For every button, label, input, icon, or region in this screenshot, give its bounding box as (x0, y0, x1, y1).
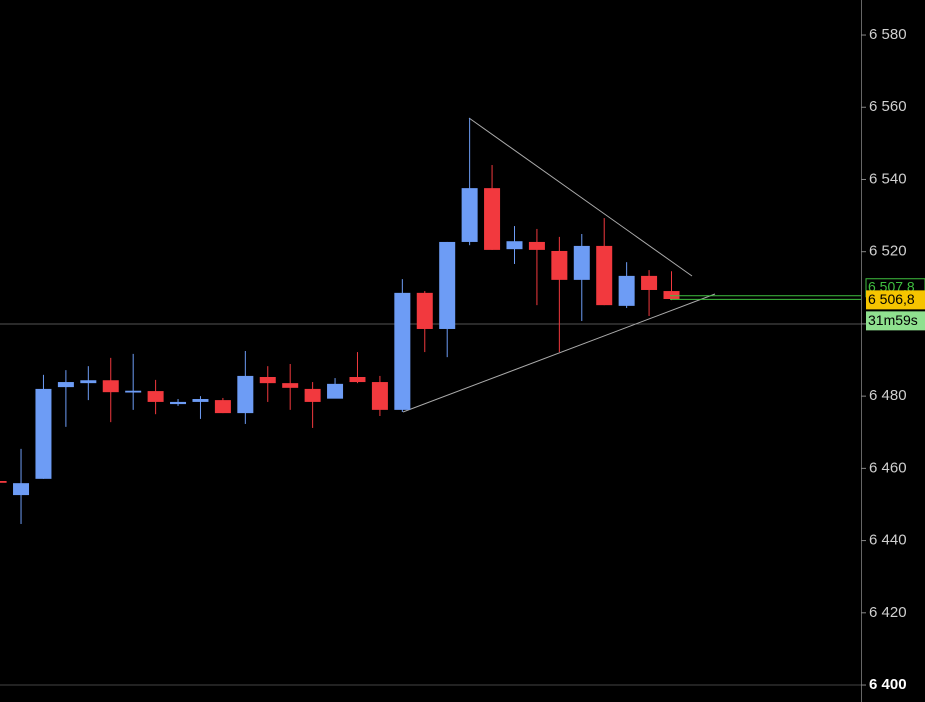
candle-body (596, 245, 613, 306)
candle-body (461, 188, 478, 242)
y-tick-label: 6 560 (869, 98, 907, 115)
price-label-box (866, 290, 925, 310)
candle-body (663, 291, 680, 299)
y-tick-label: 6 420 (869, 604, 907, 621)
candle-body (618, 275, 635, 306)
candle-body (349, 377, 366, 383)
candle-body (170, 401, 187, 405)
candle-body (573, 245, 590, 280)
candle-body (80, 380, 97, 384)
candle-body (506, 241, 523, 250)
candle-body (528, 241, 545, 250)
candle-body (484, 188, 501, 250)
candle-body (214, 400, 231, 414)
candle-body (394, 292, 411, 410)
candle-body (259, 377, 276, 384)
candle-body (304, 388, 321, 402)
candle-body (641, 275, 658, 290)
candle-body (282, 383, 299, 388)
trend-line (402, 293, 716, 413)
candle-body (125, 390, 142, 393)
y-tick-label: 6 540 (869, 170, 907, 187)
candle-body (13, 483, 30, 496)
y-tick-label: 6 440 (869, 532, 907, 549)
candle-body (237, 375, 254, 414)
countdown-box (866, 311, 925, 331)
candle-body (35, 388, 52, 479)
candle-body (551, 250, 568, 280)
candle-body (57, 382, 74, 388)
y-tick-label: 6 480 (869, 387, 907, 404)
candle-body (439, 241, 456, 329)
candle-body (0, 481, 7, 483)
price-label: 6 506,8 (868, 291, 915, 307)
y-tick-label: 6 580 (869, 26, 907, 43)
y-tick-label: 6 460 (869, 459, 907, 476)
candle-body (327, 383, 344, 399)
candle-body (416, 292, 433, 329)
candle-body (102, 380, 119, 393)
candle-body (192, 399, 209, 402)
y-tick-label: 6 400 (869, 676, 907, 693)
trend-line (468, 117, 693, 277)
candle-body (147, 391, 164, 402)
y-tick-label: 6 520 (869, 243, 907, 260)
countdown: 31m59s (868, 312, 918, 328)
candle-body (371, 382, 388, 410)
